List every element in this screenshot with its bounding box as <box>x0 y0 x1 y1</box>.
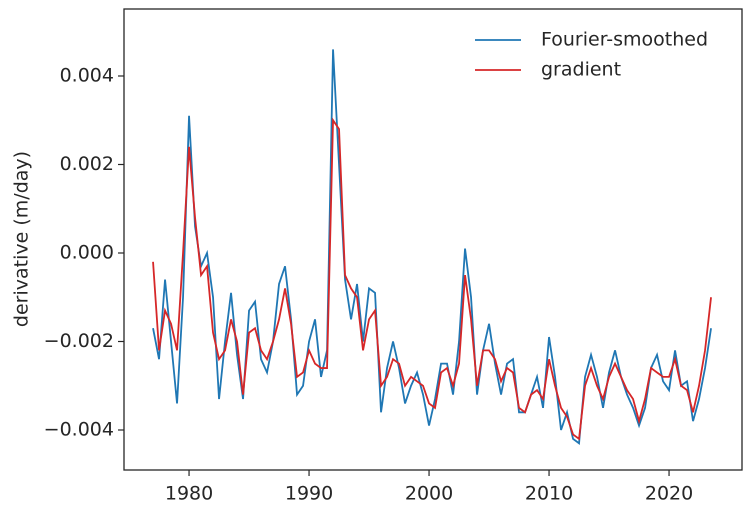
data-line <box>152 117 712 441</box>
y-axis-label: derivative (m/day) <box>11 151 33 327</box>
x-tick-label: 1980 <box>165 483 213 505</box>
x-tick-label: 1990 <box>285 483 333 505</box>
x-tick-label: 2000 <box>405 483 453 505</box>
legend-label: Fourier-smoothed <box>541 29 708 51</box>
plot-frame <box>123 8 743 471</box>
y-tick-label: 0.002 <box>60 153 114 175</box>
x-tick-label: 2010 <box>525 483 573 505</box>
y-tick-label: −0.002 <box>44 330 114 352</box>
y-tick-label: −0.004 <box>44 418 114 440</box>
legend-label: gradient <box>541 59 621 81</box>
x-tick-label: 2020 <box>645 483 693 505</box>
y-tick-label: 0.004 <box>60 64 114 86</box>
y-tick-label: 0.000 <box>60 241 114 263</box>
data-line <box>152 49 712 445</box>
